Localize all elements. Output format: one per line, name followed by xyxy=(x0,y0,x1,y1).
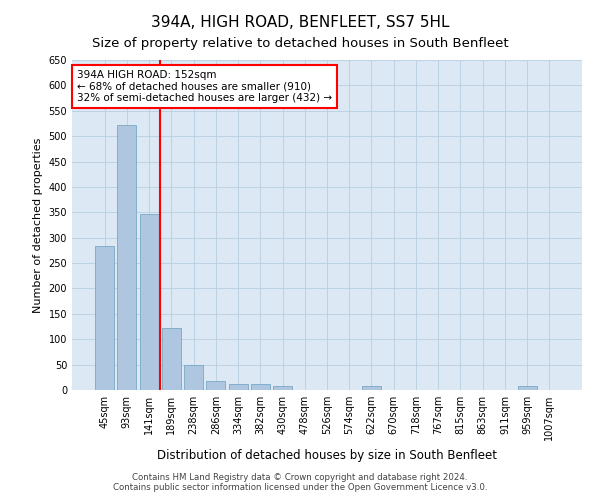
Text: 394A HIGH ROAD: 152sqm
← 68% of detached houses are smaller (910)
32% of semi-de: 394A HIGH ROAD: 152sqm ← 68% of detached… xyxy=(77,70,332,103)
Bar xyxy=(229,384,248,390)
Bar xyxy=(162,328,181,390)
Bar xyxy=(273,386,292,390)
Bar xyxy=(518,386,536,390)
Bar xyxy=(251,384,270,390)
Y-axis label: Number of detached properties: Number of detached properties xyxy=(33,138,43,312)
Text: 394A, HIGH ROAD, BENFLEET, SS7 5HL: 394A, HIGH ROAD, BENFLEET, SS7 5HL xyxy=(151,15,449,30)
Bar xyxy=(95,246,114,390)
Bar xyxy=(184,365,203,390)
Bar xyxy=(362,386,381,390)
Bar xyxy=(118,125,136,390)
Bar xyxy=(206,382,225,390)
Text: Contains HM Land Registry data © Crown copyright and database right 2024.
Contai: Contains HM Land Registry data © Crown c… xyxy=(113,473,487,492)
Text: Size of property relative to detached houses in South Benfleet: Size of property relative to detached ho… xyxy=(92,38,508,51)
Bar xyxy=(140,214,158,390)
X-axis label: Distribution of detached houses by size in South Benfleet: Distribution of detached houses by size … xyxy=(157,448,497,462)
